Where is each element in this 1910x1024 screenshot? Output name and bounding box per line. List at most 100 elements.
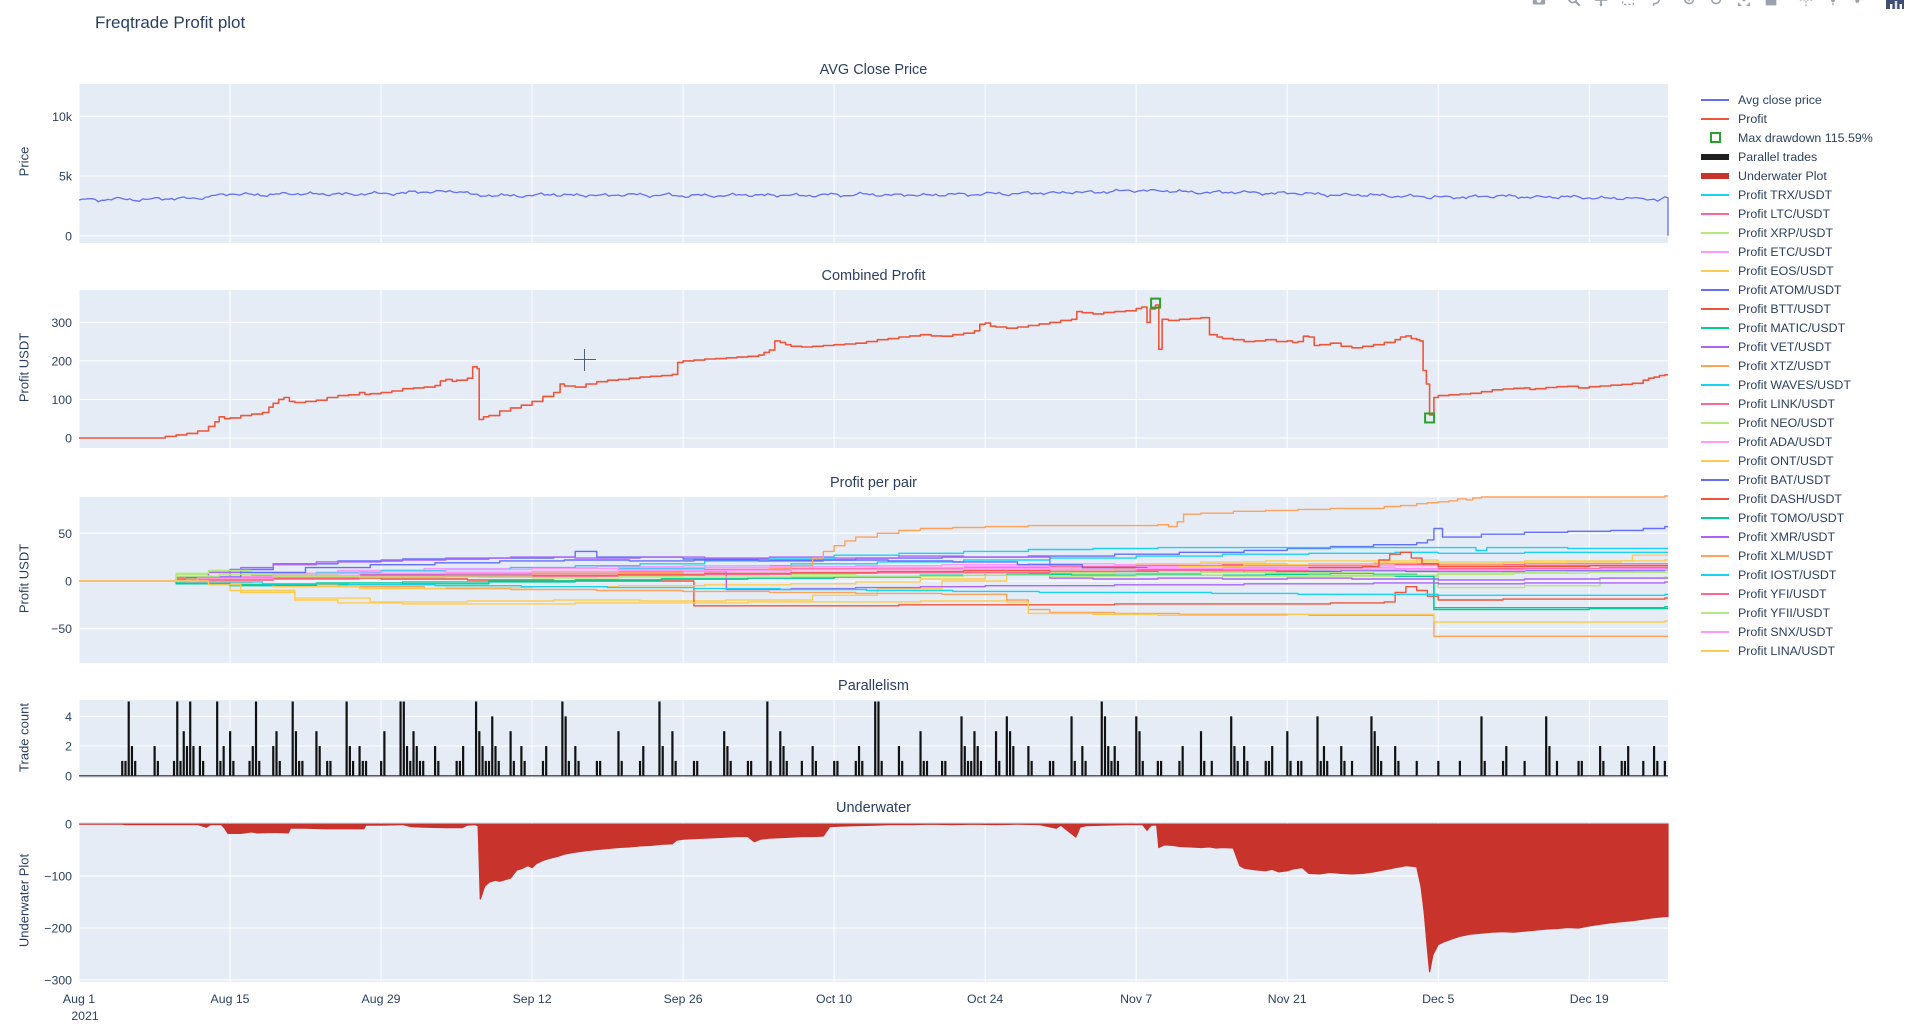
x-tick-label: Aug 1 xyxy=(63,992,95,1006)
parallel-trades-bar xyxy=(326,760,329,776)
parallel-trades-bar xyxy=(1343,760,1346,776)
x-tick-label: Aug 29 xyxy=(362,992,401,1006)
legend-swatch-icon xyxy=(1700,630,1730,633)
parallel-trades-bar xyxy=(1380,760,1383,776)
yaxis-label-profit-usdt: Profit USDT xyxy=(16,332,32,403)
camera-icon[interactable] xyxy=(1530,0,1548,9)
legend-item-profit-xmr-usdt[interactable]: Profit XMR/USDT xyxy=(1700,527,1905,546)
zoom-in-icon[interactable] xyxy=(1681,0,1699,9)
lasso-icon[interactable] xyxy=(1646,0,1664,9)
panel-combined-profit[interactable] xyxy=(79,290,1668,448)
legend-item-profit-matic-usdt[interactable]: Profit MATIC/USDT xyxy=(1700,318,1905,337)
legend-item-profit-lina-usdt[interactable]: Profit LINA/USDT xyxy=(1700,641,1905,660)
plotly-logo-icon[interactable] xyxy=(1886,0,1904,9)
parallel-trades-bar xyxy=(1340,746,1343,776)
parallel-trades-bar xyxy=(1178,760,1181,776)
legend-item-profit-waves-usdt[interactable]: Profit WAVES/USDT xyxy=(1700,375,1905,394)
autoscale-icon[interactable] xyxy=(1735,0,1753,9)
parallel-trades-bar xyxy=(1505,746,1508,776)
parallel-trades-bar xyxy=(1289,760,1292,776)
parallel-trades-bar xyxy=(1230,716,1233,776)
parallel-trades-bar xyxy=(1236,760,1239,776)
magnifier-icon[interactable] xyxy=(1565,0,1583,9)
legend-item-profit-link-usdt[interactable]: Profit LINK/USDT xyxy=(1700,394,1905,413)
legend-item-profit-btt-usdt[interactable]: Profit BTT/USDT xyxy=(1700,299,1905,318)
toggle-spikes-icon[interactable] xyxy=(1797,0,1815,9)
legend-item-parallel-trades[interactable]: Parallel trades xyxy=(1700,147,1905,166)
legend-swatch-icon xyxy=(1700,326,1730,329)
legend-label: Profit YFII/USDT xyxy=(1738,605,1831,620)
panel-profit-per-pair[interactable] xyxy=(79,497,1668,663)
legend-item-profit-etc-usdt[interactable]: Profit ETC/USDT xyxy=(1700,242,1905,261)
parallel-trades-bar xyxy=(729,760,732,776)
parallel-trades-bar xyxy=(418,760,422,776)
legend-item-profit-snx-usdt[interactable]: Profit SNX/USDT xyxy=(1700,622,1905,641)
box-select-icon[interactable] xyxy=(1619,0,1637,9)
x-tick-label: Sep 26 xyxy=(664,992,703,1006)
parallel-trades-bar xyxy=(329,760,332,776)
hover-closest-icon[interactable] xyxy=(1824,0,1842,9)
parallel-trades-bar xyxy=(1415,760,1418,776)
legend-item-profit-ont-usdt[interactable]: Profit ONT/USDT xyxy=(1700,451,1905,470)
parallel-trades-bar xyxy=(1373,731,1376,776)
legend-item-avg-close-price[interactable]: Avg close price xyxy=(1700,90,1905,109)
parallel-trades-bar xyxy=(696,760,699,776)
y-tick-label: 2 xyxy=(65,740,72,754)
legend-item-profit-xlm-usdt[interactable]: Profit XLM/USDT xyxy=(1700,546,1905,565)
legend-item-max-drawdown-115-59[interactable]: Max drawdown 115.59% xyxy=(1700,128,1905,147)
legend-item-profit-neo-usdt[interactable]: Profit NEO/USDT xyxy=(1700,413,1905,432)
panel-parallelism[interactable] xyxy=(79,700,1668,778)
parallel-trades-bar xyxy=(674,760,677,776)
parallel-trades-bar xyxy=(127,701,130,776)
legend-item-profit-ltc-usdt[interactable]: Profit LTC/USDT xyxy=(1700,204,1905,223)
legend-item-profit-yfi-usdt[interactable]: Profit YFI/USDT xyxy=(1700,584,1905,603)
legend-item-profit-trx-usdt[interactable]: Profit TRX/USDT xyxy=(1700,185,1905,204)
parallel-trades-bar xyxy=(258,760,261,776)
zoom-out-icon[interactable] xyxy=(1708,0,1726,9)
max-drawdown-marker xyxy=(1424,412,1436,424)
parallel-trades-bar xyxy=(1663,760,1666,776)
legend-item-profit[interactable]: Profit xyxy=(1700,109,1905,128)
reset-axes-icon[interactable] xyxy=(1762,0,1780,9)
parallel-trades-bar xyxy=(345,701,348,776)
parallel-trades-bar xyxy=(785,760,788,776)
parallel-trades-bar xyxy=(814,760,817,776)
legend-item-profit-dash-usdt[interactable]: Profit DASH/USDT xyxy=(1700,489,1905,508)
legend-item-underwater-plot[interactable]: Underwater Plot xyxy=(1700,166,1905,185)
legend-item-profit-ada-usdt[interactable]: Profit ADA/USDT xyxy=(1700,432,1905,451)
legend-item-profit-tomo-usdt[interactable]: Profit TOMO/USDT xyxy=(1700,508,1905,527)
series-profit-lina-usdt xyxy=(79,580,1668,623)
parallel-trades-bar xyxy=(1602,760,1605,776)
series-profit xyxy=(79,304,1668,439)
legend-swatch-icon xyxy=(1700,611,1730,614)
legend-label: Profit ATOM/USDT xyxy=(1738,282,1842,297)
panel-avg-close-price[interactable] xyxy=(79,84,1668,243)
hover-compare-icon[interactable] xyxy=(1851,0,1869,9)
legend-label: Profit TRX/USDT xyxy=(1738,187,1833,202)
y-tick-label: −100 xyxy=(44,870,72,884)
parallel-trades-bar xyxy=(1319,760,1322,776)
parallel-trades-bar xyxy=(1243,746,1246,776)
legend-label: Profit XMR/USDT xyxy=(1738,529,1836,544)
parallel-trades-bar xyxy=(567,760,570,776)
parallel-trades-bar xyxy=(509,731,512,776)
legend-item-profit-xrp-usdt[interactable]: Profit XRP/USDT xyxy=(1700,223,1905,242)
parallel-trades-bar xyxy=(1113,746,1116,776)
legend-item-profit-xtz-usdt[interactable]: Profit XTZ/USDT xyxy=(1700,356,1905,375)
legend-label: Profit XTZ/USDT xyxy=(1738,358,1831,373)
parallel-trades-bar xyxy=(561,701,564,776)
legend-swatch-icon xyxy=(1700,649,1730,652)
parallel-trades-bar xyxy=(973,731,976,776)
pan-icon[interactable] xyxy=(1592,0,1610,9)
parallel-trades-bar xyxy=(399,701,402,776)
legend-item-profit-atom-usdt[interactable]: Profit ATOM/USDT xyxy=(1700,280,1905,299)
parallel-trades-bar xyxy=(315,731,318,776)
legend-item-profit-eos-usdt[interactable]: Profit EOS/USDT xyxy=(1700,261,1905,280)
legend-item-profit-yfii-usdt[interactable]: Profit YFII/USDT xyxy=(1700,603,1905,622)
parallel-trades-bar xyxy=(491,716,494,776)
legend-item-profit-iost-usdt[interactable]: Profit IOST/USDT xyxy=(1700,565,1905,584)
legend-item-profit-vet-usdt[interactable]: Profit VET/USDT xyxy=(1700,337,1905,356)
parallel-trades-bar xyxy=(966,760,970,776)
legend-item-profit-bat-usdt[interactable]: Profit BAT/USDT xyxy=(1700,470,1905,489)
